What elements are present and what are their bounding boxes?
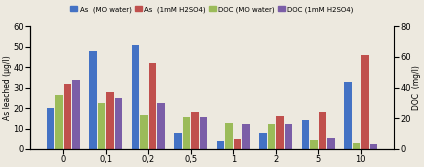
Bar xyxy=(140,115,148,149)
Bar xyxy=(259,133,267,149)
Bar xyxy=(217,141,224,149)
Bar xyxy=(98,103,106,149)
Legend: As  (MO water), As  (1mM H2SO4), DOC (MO water), DOC (1mM H2SO4): As (MO water), As (1mM H2SO4), DOC (MO w… xyxy=(68,4,356,16)
Bar xyxy=(106,92,114,149)
Bar xyxy=(285,124,293,149)
Bar xyxy=(310,140,318,149)
Bar xyxy=(318,112,326,149)
Bar xyxy=(114,98,123,149)
Bar xyxy=(191,112,199,149)
Bar xyxy=(276,116,284,149)
Bar xyxy=(361,55,369,149)
Y-axis label: DOC  (mg/l): DOC (mg/l) xyxy=(412,65,421,110)
Bar xyxy=(47,108,54,149)
Bar xyxy=(174,133,182,149)
Bar xyxy=(55,95,63,149)
Bar xyxy=(89,51,97,149)
Bar xyxy=(234,139,241,149)
Bar xyxy=(268,124,276,149)
Bar xyxy=(131,45,139,149)
Bar xyxy=(327,138,335,149)
Bar xyxy=(353,143,360,149)
Bar xyxy=(72,80,80,149)
Bar xyxy=(200,117,207,149)
Bar xyxy=(242,124,250,149)
Y-axis label: As leached (μg/l): As leached (μg/l) xyxy=(3,55,12,120)
Bar xyxy=(157,103,165,149)
Bar xyxy=(64,84,71,149)
Bar xyxy=(148,63,156,149)
Bar xyxy=(344,81,352,149)
Bar xyxy=(183,117,190,149)
Bar xyxy=(225,123,233,149)
Bar xyxy=(370,144,377,149)
Bar xyxy=(301,120,310,149)
